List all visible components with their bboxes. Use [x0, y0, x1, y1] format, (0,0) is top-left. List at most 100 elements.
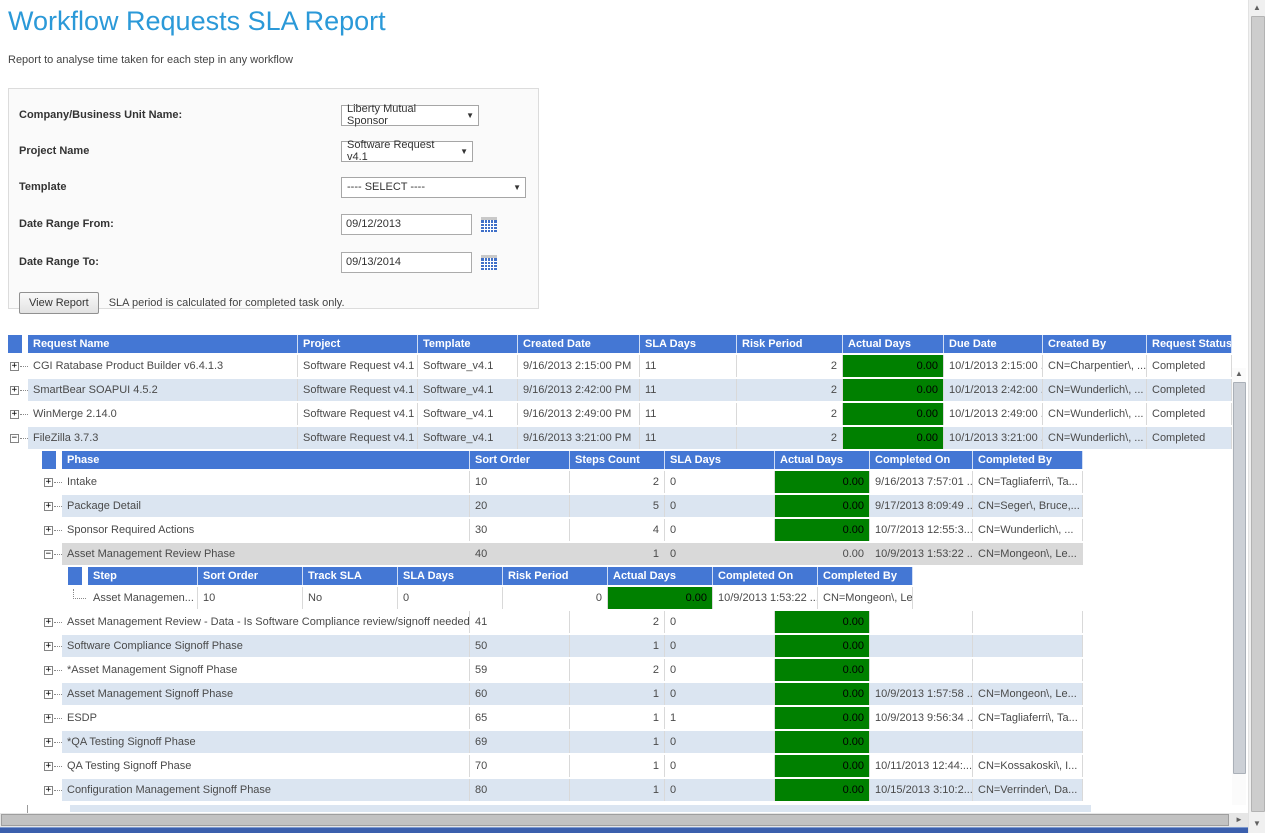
project-select[interactable]: Software Request v4.1 ▼ [341, 139, 473, 163]
cell-due-date: 10/1/2013 2:42:00 ... [944, 379, 1043, 401]
cell-actual-days: 0.00 [775, 683, 870, 705]
cell-completed-on: 10/9/2013 9:56:34 ... [870, 707, 973, 729]
cell-steps-count: 2 [570, 471, 665, 493]
report-vertical-scrollbar[interactable]: ▲ [1232, 368, 1246, 805]
cell-phase: *Asset Management Signoff Phase [62, 659, 470, 681]
horizontal-scrollbar[interactable]: ► [0, 813, 1248, 827]
expand-plus-icon[interactable]: + [44, 500, 53, 511]
expand-plus-icon[interactable]: + [44, 640, 53, 651]
sla-note: SLA period is calculated for completed t… [108, 297, 345, 309]
cell-sort-order: 80 [470, 779, 570, 801]
tree-dots [19, 365, 28, 367]
expand-plus-icon[interactable]: + [44, 784, 53, 795]
expand-cell: + [42, 495, 62, 517]
cell-project: Software Request v4.1 [298, 355, 418, 377]
cell-steps-count: 1 [570, 779, 665, 801]
tree-dots [53, 505, 62, 507]
expand-plus-icon[interactable]: + [44, 616, 53, 627]
expand-cell: + [42, 779, 62, 801]
cell-completed-on: 9/16/2013 7:57:01 ... [870, 471, 973, 493]
expand-plus-icon[interactable]: + [44, 760, 53, 771]
tree-dots [53, 765, 62, 767]
cell-phase: QA Testing Signoff Phase [62, 755, 470, 777]
table-row: + SmartBear SOAPUI 4.5.2 Software Reques… [8, 379, 1232, 401]
cell-steps-count: 1 [570, 755, 665, 777]
expand-plus-icon[interactable]: + [44, 476, 53, 487]
view-report-button[interactable]: View Report [19, 292, 99, 314]
cell-completed-by: CN=Verrinder\, Da... [973, 779, 1083, 801]
expand-cell: + [42, 683, 62, 705]
expand-plus-icon[interactable]: + [10, 360, 19, 371]
report-table: Request Name Project Template Created Da… [8, 335, 1232, 803]
tree-dots [19, 413, 28, 415]
cell-actual-days: 0.00 [843, 355, 944, 377]
cell-sla-days: 11 [640, 427, 737, 449]
scroll-up-icon[interactable]: ▲ [1235, 369, 1243, 378]
filter-row-company: Company/Business Unit Name: Liberty Mutu… [19, 97, 538, 133]
scroll-down-icon[interactable]: ▼ [1253, 819, 1261, 828]
phase-row: + Intake 10 2 0 0.00 9/16/2013 7:57:01 .… [42, 471, 1232, 493]
header-sla-days: SLA Days [665, 451, 775, 469]
header-completed-on: Completed On [870, 451, 973, 469]
template-select[interactable]: ---- SELECT ---- ▼ [341, 176, 526, 198]
cell-sort-order: 10 [470, 471, 570, 493]
template-label: Template [19, 181, 67, 193]
cell-actual-days: 0.00 [775, 543, 870, 565]
table-row: − FileZilla 3.7.3 Software Request v4.1 … [8, 427, 1232, 449]
tree-dots [19, 389, 28, 391]
expand-plus-icon[interactable]: + [10, 408, 19, 419]
cell-steps-count: 1 [570, 707, 665, 729]
date-from-input[interactable] [341, 213, 472, 235]
cell-sort-order: 30 [470, 519, 570, 541]
cell-created-by: CN=Wunderlich\, ... [1043, 379, 1147, 401]
cell-request-status: Completed [1147, 427, 1232, 449]
view-report-row: View Report SLA period is calculated for… [19, 289, 538, 317]
cell-created-by: CN=Wunderlich\, ... [1043, 403, 1147, 425]
date-to-input[interactable] [341, 251, 472, 273]
calendar-button[interactable] [481, 216, 498, 232]
cell-phase: Intake [62, 471, 470, 493]
cell-actual-days: 0.00 [843, 427, 944, 449]
page-vertical-scrollbar-thumb[interactable] [1251, 16, 1265, 812]
cell-risk-period: 2 [737, 427, 843, 449]
cell-phase: Software Compliance Signoff Phase [62, 635, 470, 657]
cell-completed-on: 10/15/2013 3:10:2... [870, 779, 973, 801]
expand-plus-icon[interactable]: + [44, 664, 53, 675]
company-label: Company/Business Unit Name: [19, 109, 183, 121]
expand-cell: − [42, 543, 62, 565]
cell-phase: Asset Management Signoff Phase [62, 683, 470, 705]
scroll-up-icon[interactable]: ▲ [1253, 3, 1261, 12]
report-vertical-scrollbar-thumb[interactable] [1233, 382, 1246, 774]
cell-completed-on [870, 731, 973, 753]
expand-cell: + [8, 379, 28, 401]
cell-due-date: 10/1/2013 2:15:00 ... [944, 355, 1043, 377]
cell-sla-days: 0 [665, 779, 775, 801]
cell-sla-days: 0 [665, 755, 775, 777]
expand-plus-icon[interactable]: + [44, 524, 53, 535]
tree-dots [53, 553, 62, 555]
tree-dots [53, 717, 62, 719]
cell-created-date: 9/16/2013 3:21:00 PM [518, 427, 640, 449]
header-actual-days: Actual Days [608, 567, 713, 585]
phase-row: + Asset Management Signoff Phase 60 1 0 … [42, 683, 1232, 705]
expand-plus-icon[interactable]: + [44, 712, 53, 723]
table-row: + CGI Ratabase Product Builder v6.4.1.3 … [8, 355, 1232, 377]
calendar-button[interactable] [481, 254, 498, 270]
collapse-minus-icon[interactable]: − [10, 432, 19, 443]
tree-dots [53, 621, 62, 623]
cell-completed-on: 9/17/2013 8:09:49 ... [870, 495, 973, 517]
header-template: Template [418, 335, 518, 353]
scroll-right-icon[interactable]: ► [1235, 815, 1243, 824]
phase-row-selected: − Asset Management Review Phase 40 1 0 0… [42, 543, 1232, 565]
horizontal-scrollbar-thumb[interactable] [1, 814, 1229, 826]
collapse-minus-icon[interactable]: − [44, 548, 53, 559]
tree-connector [68, 587, 88, 609]
company-select[interactable]: Liberty Mutual Sponsor ▼ [341, 103, 479, 127]
cell-completed-by: CN=Seger\, Bruce,... [973, 495, 1083, 517]
cell-project: Software Request v4.1 [298, 427, 418, 449]
cell-actual-days: 0.00 [775, 659, 870, 681]
page-vertical-scrollbar[interactable]: ▲ ▼ [1248, 0, 1265, 833]
expand-plus-icon[interactable]: + [44, 736, 53, 747]
expand-plus-icon[interactable]: + [10, 384, 19, 395]
expand-plus-icon[interactable]: + [44, 688, 53, 699]
